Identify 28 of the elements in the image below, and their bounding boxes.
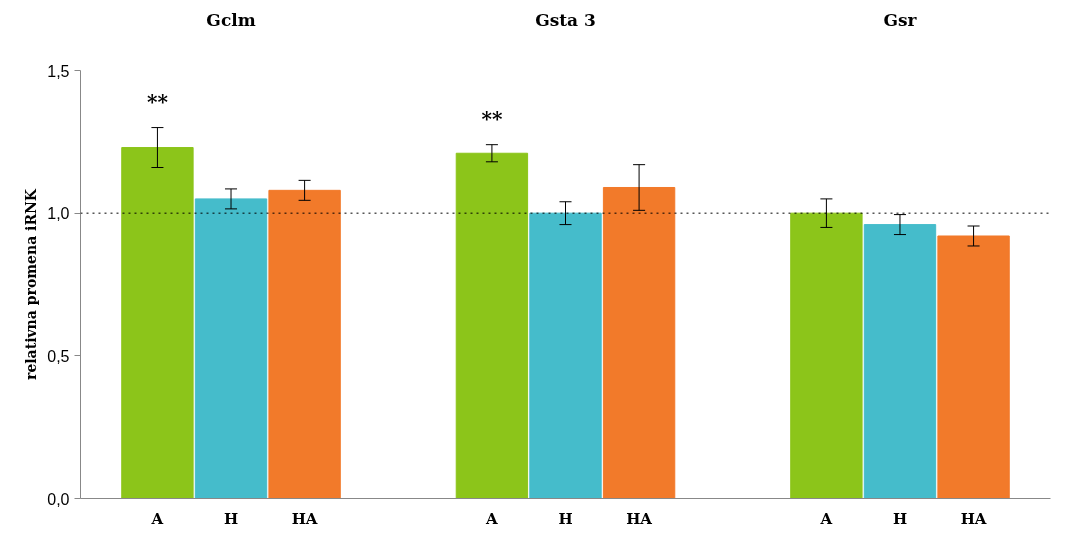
x-tick-label: Gsr (883, 9, 918, 30)
text: H (892, 509, 908, 528)
text: A (486, 509, 498, 528)
bar (455, 152, 529, 499)
bar (790, 212, 863, 499)
series-label: A (150, 509, 164, 528)
annotation: ** (481, 106, 503, 131)
bar (268, 189, 341, 499)
text: A (820, 509, 833, 528)
y-tick-label: 1,5 (47, 62, 70, 80)
y-tick-label: 0,0 (47, 490, 70, 508)
x-tick-label: Gsta 3 (535, 9, 596, 30)
bar (529, 212, 602, 499)
bar (937, 235, 1010, 499)
y-axis-title: relativna promena iRNK (23, 188, 40, 380)
bar (863, 224, 937, 499)
series-label: HA (291, 509, 318, 528)
x-tick-label: Gclm (206, 9, 256, 30)
series-label: H (223, 509, 239, 528)
text: HA (960, 509, 987, 528)
y-tick-label: 0,5 (47, 347, 70, 365)
text: H (558, 509, 573, 528)
bar (194, 198, 268, 499)
bar (121, 147, 194, 499)
y-tick-label: 1,0 (47, 205, 70, 223)
annotation: ** (146, 89, 169, 114)
bar (602, 186, 676, 499)
text: HA (626, 509, 652, 528)
